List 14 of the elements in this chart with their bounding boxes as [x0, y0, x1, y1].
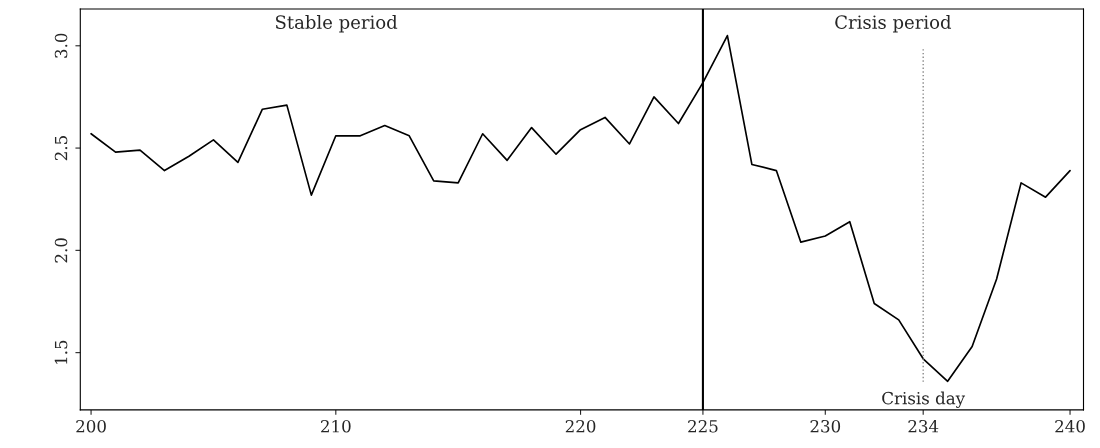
ref-line-label: Crisis day: [882, 391, 966, 408]
x-tick-label: 210: [321, 419, 351, 433]
y-tick-label: 1.5: [54, 340, 68, 364]
y-tick-label: 2.0: [54, 238, 68, 263]
x-tick-label: 240: [1055, 419, 1085, 433]
x-tick-label: 200: [76, 419, 106, 433]
x-tick-label: 230: [810, 419, 841, 433]
x-tick-label: 220: [565, 419, 596, 433]
y-tick-label: 2.5: [54, 136, 68, 161]
y-tick-label: 3.0: [54, 33, 68, 58]
x-tick-label: 225: [688, 419, 718, 433]
annotation: Crisis period: [835, 14, 952, 33]
annotation: Stable period: [276, 14, 398, 33]
x-tick-label: 234: [908, 419, 939, 433]
